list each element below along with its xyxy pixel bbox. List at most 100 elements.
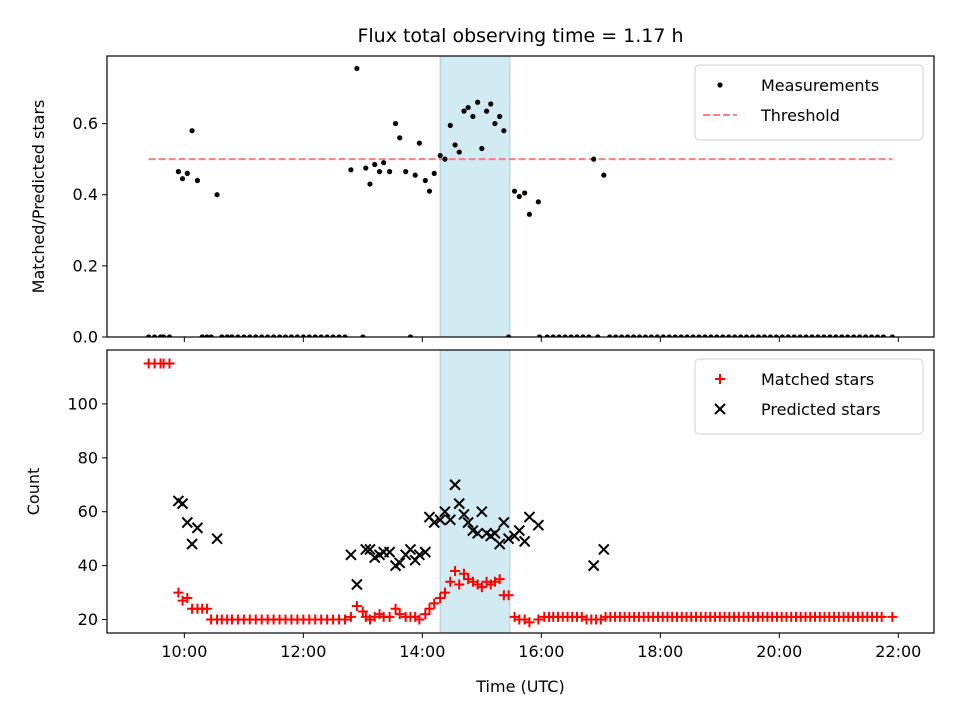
measurement-point (452, 142, 458, 148)
measurement-point (791, 334, 797, 337)
measurement-point (360, 334, 366, 337)
matched-point (435, 592, 446, 603)
measurement-point (437, 152, 443, 159)
matched-point (390, 603, 401, 614)
legend: Matched stars Predicted stars (694, 358, 924, 435)
legend-box (694, 358, 924, 435)
measurement-point (862, 334, 869, 337)
measurement-point (461, 108, 467, 114)
measurement-point (743, 334, 750, 337)
measurement-point (442, 156, 448, 162)
measurement-point (851, 334, 857, 337)
matched-point (394, 609, 405, 620)
measurement-point (809, 334, 815, 337)
measurement-point (294, 334, 300, 337)
predicted-point (489, 527, 501, 539)
measurement-point (426, 188, 433, 194)
measurement-point (403, 169, 409, 175)
measurement-point (407, 334, 414, 337)
measurement-point (422, 177, 428, 184)
predicted-point (444, 514, 457, 526)
predicted-point (351, 578, 363, 591)
measurement-point (470, 113, 476, 120)
measurement-point (845, 334, 851, 337)
measurement-point (535, 199, 541, 205)
predicted-point (419, 546, 432, 558)
predicted-point (502, 532, 515, 545)
matched-point (524, 617, 535, 628)
measurement-point (397, 135, 403, 141)
x-tick-label: 10:00 (161, 642, 207, 661)
axes-frame (106, 55, 935, 338)
measurement-point (880, 334, 887, 337)
predicted-point (449, 479, 461, 491)
predicted-point (476, 506, 488, 518)
measurement-point (636, 334, 643, 337)
predicted-point (176, 497, 189, 510)
measurement-point (387, 169, 393, 175)
y-tick-label: 0.4 (73, 185, 98, 204)
measurement-point (381, 160, 387, 166)
measurement-point (300, 334, 306, 337)
predicted-point (360, 543, 372, 556)
measurement-point (235, 334, 241, 337)
measurement-point (755, 334, 762, 337)
measurement-point (492, 120, 498, 127)
measurement-point (779, 334, 785, 337)
matched-point (339, 614, 350, 625)
y-tick-label: 100 (67, 394, 98, 413)
measurement-point (624, 334, 631, 337)
measurement-point (194, 177, 201, 184)
measurement-point (568, 334, 574, 337)
x-tick-label: 22:00 (875, 642, 921, 661)
legend-box (694, 64, 924, 141)
predicted-point (211, 532, 223, 545)
measurement-point (160, 334, 167, 337)
y-tick-label: 60 (78, 502, 98, 521)
measurement-point (282, 334, 289, 337)
measurement-point (431, 170, 437, 176)
matched-point (420, 609, 431, 620)
measurement-point (726, 334, 732, 337)
measurement-point (714, 334, 720, 337)
measurement-point (363, 165, 369, 171)
measurement-point (648, 334, 654, 337)
predicted-point (413, 549, 426, 561)
measurement-point (348, 167, 354, 173)
y-tick-label: 0.6 (73, 114, 98, 133)
series-matched-stars (143, 358, 898, 628)
measurement-point (270, 334, 277, 337)
measurement-point (479, 145, 485, 152)
measurement-point (868, 334, 875, 337)
measurement-point (179, 176, 186, 182)
series-predicted-stars (172, 479, 610, 591)
measurement-point (738, 334, 744, 337)
measurement-point (214, 192, 220, 198)
measurement-point (483, 108, 490, 114)
measurement-point (889, 334, 895, 337)
measurement-point (506, 334, 512, 337)
measurement-point (416, 140, 422, 146)
measurement-point (224, 334, 230, 337)
measurement-point (330, 334, 336, 337)
panel-2: 20 40 60 80 100 10:00 12:00 14:00 16:00 18:00 20:0… (24, 349, 935, 696)
predicted-point (181, 516, 194, 529)
measurement-point (586, 334, 592, 337)
predicted-point (598, 543, 610, 556)
measurement-point (630, 334, 637, 337)
measurement-point (501, 128, 507, 134)
measurement-point (497, 113, 503, 120)
matched-point (414, 614, 425, 625)
measurement-point (797, 334, 803, 337)
measurement-point (767, 334, 773, 337)
predicted-point (518, 535, 531, 548)
measurement-point (166, 334, 173, 337)
y-axis-label: Matched/Predicted stars (29, 100, 48, 294)
predicted-point (186, 538, 198, 550)
predicted-point (383, 546, 396, 558)
measurement-point (580, 334, 586, 337)
measurement-point (392, 120, 399, 127)
measurement-point (511, 188, 518, 194)
measurement-point (601, 172, 607, 178)
legend-matched-marker (715, 374, 725, 384)
